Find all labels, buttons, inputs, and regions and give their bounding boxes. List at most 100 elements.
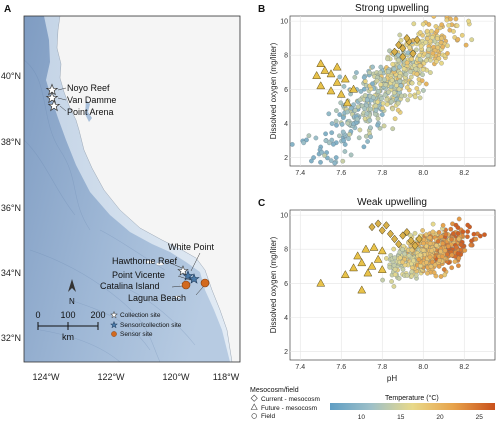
lon-label: 120°W [162,372,190,382]
field-point [416,90,421,95]
field-point [439,22,445,28]
collection-site-star [47,99,61,112]
field-point [379,112,385,117]
field-point [398,37,404,43]
site-label-point-arena: Point Arena [67,107,114,117]
field-point [394,83,399,88]
lon-label: 122°W [97,372,125,382]
field-point [340,158,346,164]
field-point [404,273,410,278]
colorbar-tick: 20 [436,414,444,421]
future-mesocosm-point [340,270,350,279]
field-point [448,16,453,22]
field-point [373,103,379,109]
field-point [400,247,405,252]
site-label-laguna-beach: Laguna Beach [128,293,186,303]
site-labels-north: Noyo Reef Van Damme Point Arena [67,83,116,117]
field-point [409,247,415,253]
field-point [365,139,370,144]
legend-future-triangle-icon [250,403,258,410]
field-point [377,125,383,131]
field-point [402,251,407,257]
field-point [370,81,375,87]
field-point [397,74,403,79]
field-point [465,234,470,240]
field-point [434,243,439,248]
field-point [420,247,426,253]
field-point [440,222,446,228]
field-point [430,221,436,227]
current-mesocosm-point [403,227,411,237]
north-arrow-icon [68,279,76,292]
field-point [424,58,429,63]
leader-line [57,87,67,91]
field-point [397,64,402,70]
current-mesocosm-point [378,226,386,235]
future-mesocosm-point [316,81,326,90]
field-point [411,21,417,27]
field-point [438,234,444,240]
field-point [396,276,402,281]
site-markers-north [45,83,67,112]
field-point [459,32,465,38]
field-point [375,122,380,128]
field-point [455,37,461,42]
panel-label-b: B [258,4,265,15]
field-point [361,75,367,80]
future-mesocosm-point [340,74,350,83]
field-point [362,106,367,112]
field-point [445,43,450,49]
field-point [370,64,375,70]
field-point [354,116,360,122]
field-point [409,269,415,275]
field-point [430,229,436,235]
future-mesocosm-point [363,268,373,277]
chart-c-xlabel: pH [387,374,397,383]
field-point [371,95,376,100]
chart-c-ylabel: Dissolved oxygen (mg/liter) [269,236,278,333]
field-point [309,158,314,164]
field-point [404,60,410,66]
field-point [442,248,448,253]
scatter-legend: Mesocosm/field Current - mesocosm Future… [250,387,320,420]
field-point [440,241,446,246]
field-point [340,129,346,135]
field-point [395,107,401,113]
chart-c-x-tick: 8.0 [418,364,428,371]
field-point [450,231,456,236]
scale-unit: km [62,332,74,342]
field-point [380,277,385,283]
field-point [417,52,422,58]
current-mesocosm-point [413,35,421,45]
field-point [301,140,307,146]
chart-b-y-tick: 8 [284,53,288,60]
leader-line [57,97,67,101]
chart-b-x-tick: 7.6 [336,170,346,177]
field-point [337,74,343,80]
field-point [416,257,422,262]
island [174,295,182,299]
field-point [407,45,412,50]
field-point [375,116,381,121]
field-point [361,144,367,150]
field-point [389,77,395,83]
field-point [397,255,403,261]
field-point [426,47,432,52]
field-point [427,254,433,260]
current-mesocosm-point [374,219,382,228]
field-point [323,138,329,144]
colorbar-tick: 25 [476,414,484,421]
field-point [425,270,430,276]
field-point [412,230,418,236]
field-point [411,258,416,264]
field-point [397,32,403,38]
field-point [439,60,444,66]
current-mesocosm-point [391,234,399,244]
field-point [429,28,434,34]
field-point [441,16,443,17]
field-point [400,267,406,272]
field-point [429,35,435,40]
legend-future-mesocosm: Future - mesocosm [261,405,317,412]
field-point [463,42,469,48]
future-mesocosm-point [357,285,367,294]
